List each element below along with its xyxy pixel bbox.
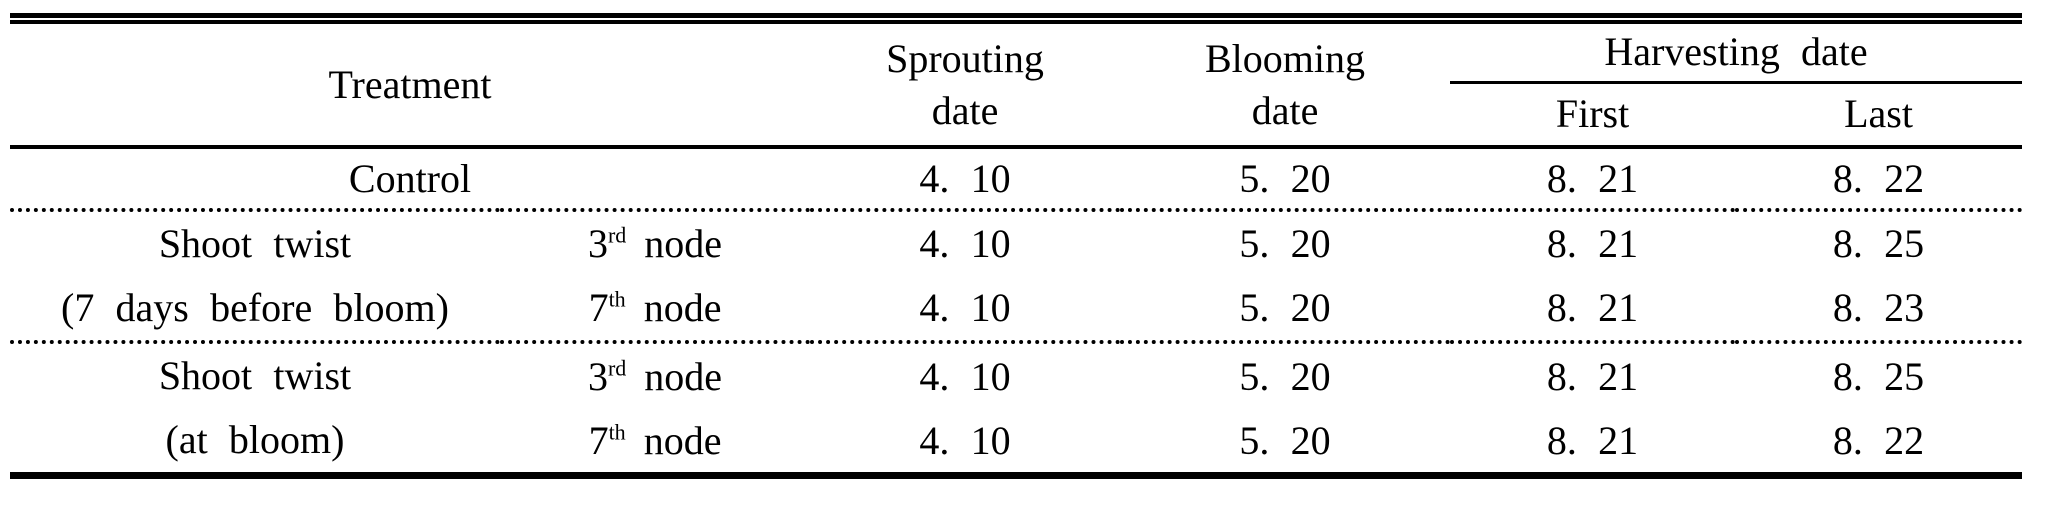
header-harvesting-date: Harvesting date <box>1450 24 2023 84</box>
node-number: 3 <box>587 221 608 267</box>
header-harvest-first: First <box>1450 82 1736 149</box>
cell-group2-node7-first: 8. 21 <box>1450 409 1736 479</box>
cell-group1-node3-first: 8. 21 <box>1546 221 1639 267</box>
header-blooming-date: Blooming date <box>1120 24 1451 149</box>
node-word: node <box>643 285 722 331</box>
cell-control-first: 8. 21 <box>1450 147 1736 212</box>
ordinal-suffix: th <box>608 286 626 312</box>
header-sprouting-line2: date <box>931 87 999 133</box>
cell-control-sprouting: 4. 10 <box>810 147 1121 212</box>
treatment-schedule-table: Treatment Sprouting date Blooming date H… <box>10 24 2023 479</box>
table-row-group2-node3: Shoot twist (at bloom) 3rd node 4. 10 5. … <box>10 342 2022 479</box>
table-top-double-rule <box>10 13 2022 24</box>
table-body: Control 4. 10 5. 20 8. 21 8. 22 Shoot tw… <box>10 147 2023 479</box>
node-word: node <box>644 221 723 267</box>
cell-group1-node7-sprouting: 4. 10 <box>810 276 1121 344</box>
cell-group2-node3-last: 8. 25 <box>1832 353 1925 399</box>
table-row-group1-node3: Shoot twist (7 days before bloom) 3rd nod… <box>10 210 2022 344</box>
table-row-group2-node7: 7th node 4. 10 5. 20 8. 21 8. 22 <box>10 409 2023 479</box>
header-sprouting-line1: Sprouting <box>886 35 1044 81</box>
node-number: 7 <box>588 285 609 331</box>
group2-label-line2: (at bloom) <box>165 417 345 462</box>
cell-group2-node3-label: 3rd node <box>500 342 810 410</box>
cell-group2-node7-sprouting: 4. 10 <box>810 409 1121 479</box>
header-row-sub: First Last <box>10 82 2023 149</box>
table-header: Treatment Sprouting date Blooming date H… <box>10 24 2023 149</box>
node-word: node <box>643 417 722 463</box>
ordinal-suffix: rd <box>607 355 627 381</box>
cell-group2-node3-first: 8. 21 <box>1546 353 1639 399</box>
cell-group2-node7-label: 7th node <box>500 409 811 479</box>
header-row-top: Treatment Sprouting date Blooming date H… <box>10 24 2023 149</box>
cell-group1-label: Shoot twist (7 days before bloom) <box>10 210 500 344</box>
group2-label-line1: Shoot twist <box>158 353 352 398</box>
header-harvest-last: Last <box>1735 82 2023 149</box>
cell-control-last: 8. 22 <box>1735 147 2023 212</box>
cell-group2-node7-last: 8. 22 <box>1735 409 2023 479</box>
cell-group1-node7-first: 8. 21 <box>1450 276 1736 344</box>
header-blooming-line2: date <box>1251 87 1319 133</box>
scanned-paper-page: { "page": { "background": "#ffffff", "te… <box>0 13 2065 520</box>
cell-group2-node3-blooming: 5. 20 <box>1239 353 1331 399</box>
node-word: node <box>644 353 723 399</box>
group1-label-line1: Shoot twist <box>158 221 352 266</box>
header-treatment: Treatment <box>10 24 811 149</box>
cell-group1-node7-blooming: 5. 20 <box>1120 276 1451 344</box>
node-number: 7 <box>588 417 609 463</box>
cell-group1-node3-last: 8. 25 <box>1832 221 1925 267</box>
cell-group2-label: Shoot twist (at bloom) <box>10 342 500 479</box>
table-row-control: Control 4. 10 5. 20 8. 21 8. 22 <box>10 147 2023 212</box>
table-row-group1-node7: 7th node 4. 10 5. 20 8. 21 8. 23 <box>10 276 2023 344</box>
cell-group1-node7-label: 7th node <box>500 276 811 344</box>
cell-control-blooming: 5. 20 <box>1120 147 1451 212</box>
cell-group1-node3-label: 3rd node <box>500 210 810 277</box>
cell-group2-node3-sprouting: 4. 10 <box>919 353 1011 399</box>
cell-group1-node3-sprouting: 4. 10 <box>919 221 1011 267</box>
group1-label-line2: (7 days before bloom) <box>61 285 449 330</box>
header-sprouting-date: Sprouting date <box>810 24 1121 149</box>
ordinal-suffix: rd <box>607 222 627 248</box>
node-number: 3 <box>587 353 608 399</box>
ordinal-suffix: th <box>608 419 626 445</box>
cell-group1-node3-blooming: 5. 20 <box>1239 221 1331 267</box>
cell-group2-node7-blooming: 5. 20 <box>1120 409 1451 479</box>
cell-group1-node7-last: 8. 23 <box>1735 276 2023 344</box>
cell-control-label: Control <box>10 147 811 212</box>
header-blooming-line1: Blooming <box>1205 35 1366 81</box>
